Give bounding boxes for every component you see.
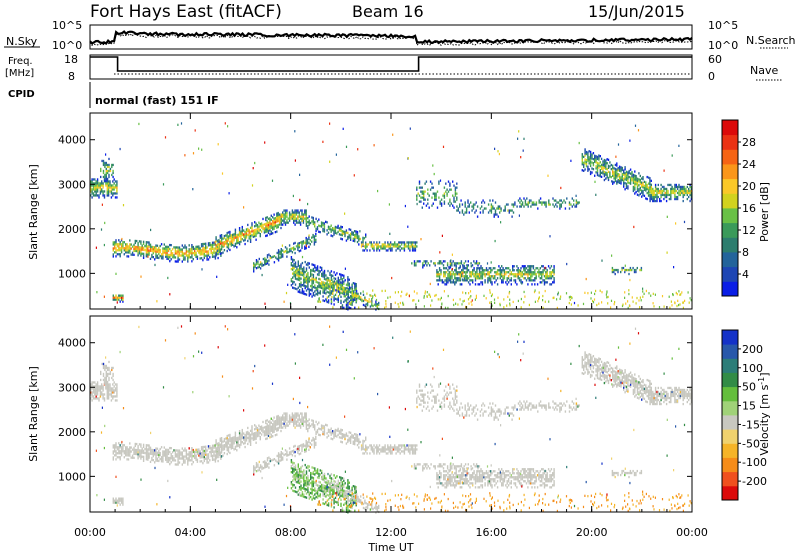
frequency-trace (90, 56, 692, 72)
colorbar-tick-label: 20 (742, 180, 756, 193)
date-title: 15/Jun/2015 (588, 2, 685, 21)
colorbar-swatch (722, 415, 738, 430)
colorbar-swatch (722, 252, 738, 268)
colorbar-tick-label: 50 (742, 381, 756, 394)
colorbar-tick-label: 16 (742, 202, 756, 215)
y-tick-label: 1000 (58, 267, 86, 280)
power-data (90, 122, 693, 311)
velocity-colorbar-label: Velocity [m s-1] (757, 372, 772, 455)
y-tick-label: 2000 (58, 223, 86, 236)
y-tick-label: 2000 (58, 426, 86, 439)
noise-sky-trace (89, 30, 693, 45)
colorbar-swatch (722, 149, 738, 165)
velocity-colorbar: 200 100 50 15 -15 -50 -100 -200 (721, 329, 767, 501)
y-tick-label: 4000 (58, 134, 86, 147)
freq-label-line2: [MHz] (5, 68, 34, 79)
noise-left-tick-top: 10^5 (52, 19, 82, 32)
y-tick-label: 3000 (58, 381, 86, 394)
colorbar-swatch (722, 222, 738, 238)
power-ylabel: Slant Range [km] (27, 164, 40, 260)
colorbar-swatch (722, 120, 738, 136)
nave-right-tick-top: 60 (708, 53, 722, 66)
colorbar-swatch (722, 429, 738, 444)
y-tick-label: 4000 (58, 337, 86, 350)
colorbar-swatch (722, 208, 738, 224)
cpid-label: CPID (8, 89, 35, 100)
x-axis: 00:00 04:00 08:00 12:00 16:00 20:00 00:00 (74, 113, 708, 539)
colorbar-swatch (722, 164, 738, 180)
noise-left-tick-bottom: 10^0 (52, 39, 82, 52)
freq-left-tick-bottom: 8 (68, 70, 75, 83)
freq-label-line1: Freq. (8, 56, 33, 67)
colorbar-tick-label: -100 (742, 456, 767, 469)
colorbar-tick-label: 200 (742, 343, 763, 356)
nave-right-tick-bottom: 0 (708, 70, 715, 83)
station-title: Fort Hays East (fitACF) (90, 2, 282, 22)
colorbar-swatch (722, 485, 738, 501)
beam-title: Beam 16 (352, 2, 424, 21)
colorbar-swatch (722, 193, 738, 209)
noise-right-tick-bottom: 10^0 (708, 39, 738, 52)
colorbar-tick-label: 28 (742, 136, 756, 149)
colorbar-swatch (722, 372, 738, 388)
velocity-data (90, 325, 693, 514)
x-axis-label: Time UT (367, 541, 413, 554)
frequency-panel: Freq. [MHz] 18 8 60 0 Nave (5, 53, 782, 83)
power-colorbar-label: Power [dB] (758, 182, 771, 242)
colorbar-tick-label: 8 (742, 246, 749, 259)
freq-left-tick-top: 18 (64, 53, 78, 66)
colorbar-tick-label: 15 (742, 400, 756, 413)
y-tick-label: 3000 (58, 178, 86, 191)
colorbar-tick-label: 100 (742, 362, 763, 375)
colorbar-swatch (722, 281, 738, 297)
x-tick-label: 00:00 (74, 526, 106, 539)
colorbar-tick-label: 12 (742, 224, 756, 237)
colorbar-swatch (722, 457, 738, 473)
velocity-frame (89, 315, 693, 513)
velocity-panel: 1000 2000 3000 4000 Slant Range [km] (27, 315, 693, 514)
velocity-ylabel: Slant Range [km] (27, 366, 40, 462)
colorbar-swatch (722, 237, 738, 253)
noise-panel: N.Sky 10^5 10^0 10^5 10^0 N.Search (4, 19, 796, 52)
power-frame (89, 112, 693, 310)
colorbar-swatch (722, 443, 738, 458)
noise-search-trace (89, 32, 693, 47)
colorbar-swatch (722, 178, 738, 194)
colorbar-tick-label: 24 (742, 158, 756, 171)
x-tick-label: 00:00 (676, 526, 708, 539)
cpid-panel: CPID normal (fast) 151 IF (8, 82, 219, 108)
colorbar-tick-label: -50 (742, 437, 760, 450)
colorbar-swatch (722, 386, 738, 402)
noise-right-tick-top: 10^5 (708, 19, 738, 32)
x-tick-label: 20:00 (576, 526, 608, 539)
nave-label: Nave (750, 64, 778, 77)
cpid-text: normal (fast) 151 IF (95, 94, 219, 107)
colorbar-tick-label: -200 (742, 475, 767, 488)
x-tick-label: 16:00 (475, 526, 507, 539)
colorbar-swatch (722, 471, 738, 487)
colorbar-swatch (722, 330, 738, 345)
noise-right-label: N.Search (746, 34, 796, 47)
power-panel: 1000 2000 3000 4000 Slant Range [km] (27, 112, 693, 311)
colorbar-swatch (722, 134, 738, 150)
colorbar-swatch (722, 266, 738, 282)
colorbar-tick-label: -15 (742, 418, 760, 431)
power-colorbar: 28 24 20 16 12 8 4 (721, 119, 756, 297)
x-tick-label: 12:00 (375, 526, 407, 539)
x-tick-label: 04:00 (174, 526, 206, 539)
colorbar-tick-label: 4 (742, 268, 749, 281)
x-tick-label: 08:00 (275, 526, 307, 539)
colorbar-swatch (722, 344, 738, 359)
y-tick-label: 1000 (58, 470, 86, 483)
colorbar-swatch (722, 358, 738, 373)
noise-left-label: N.Sky (6, 35, 38, 48)
colorbar-swatch (722, 400, 738, 416)
